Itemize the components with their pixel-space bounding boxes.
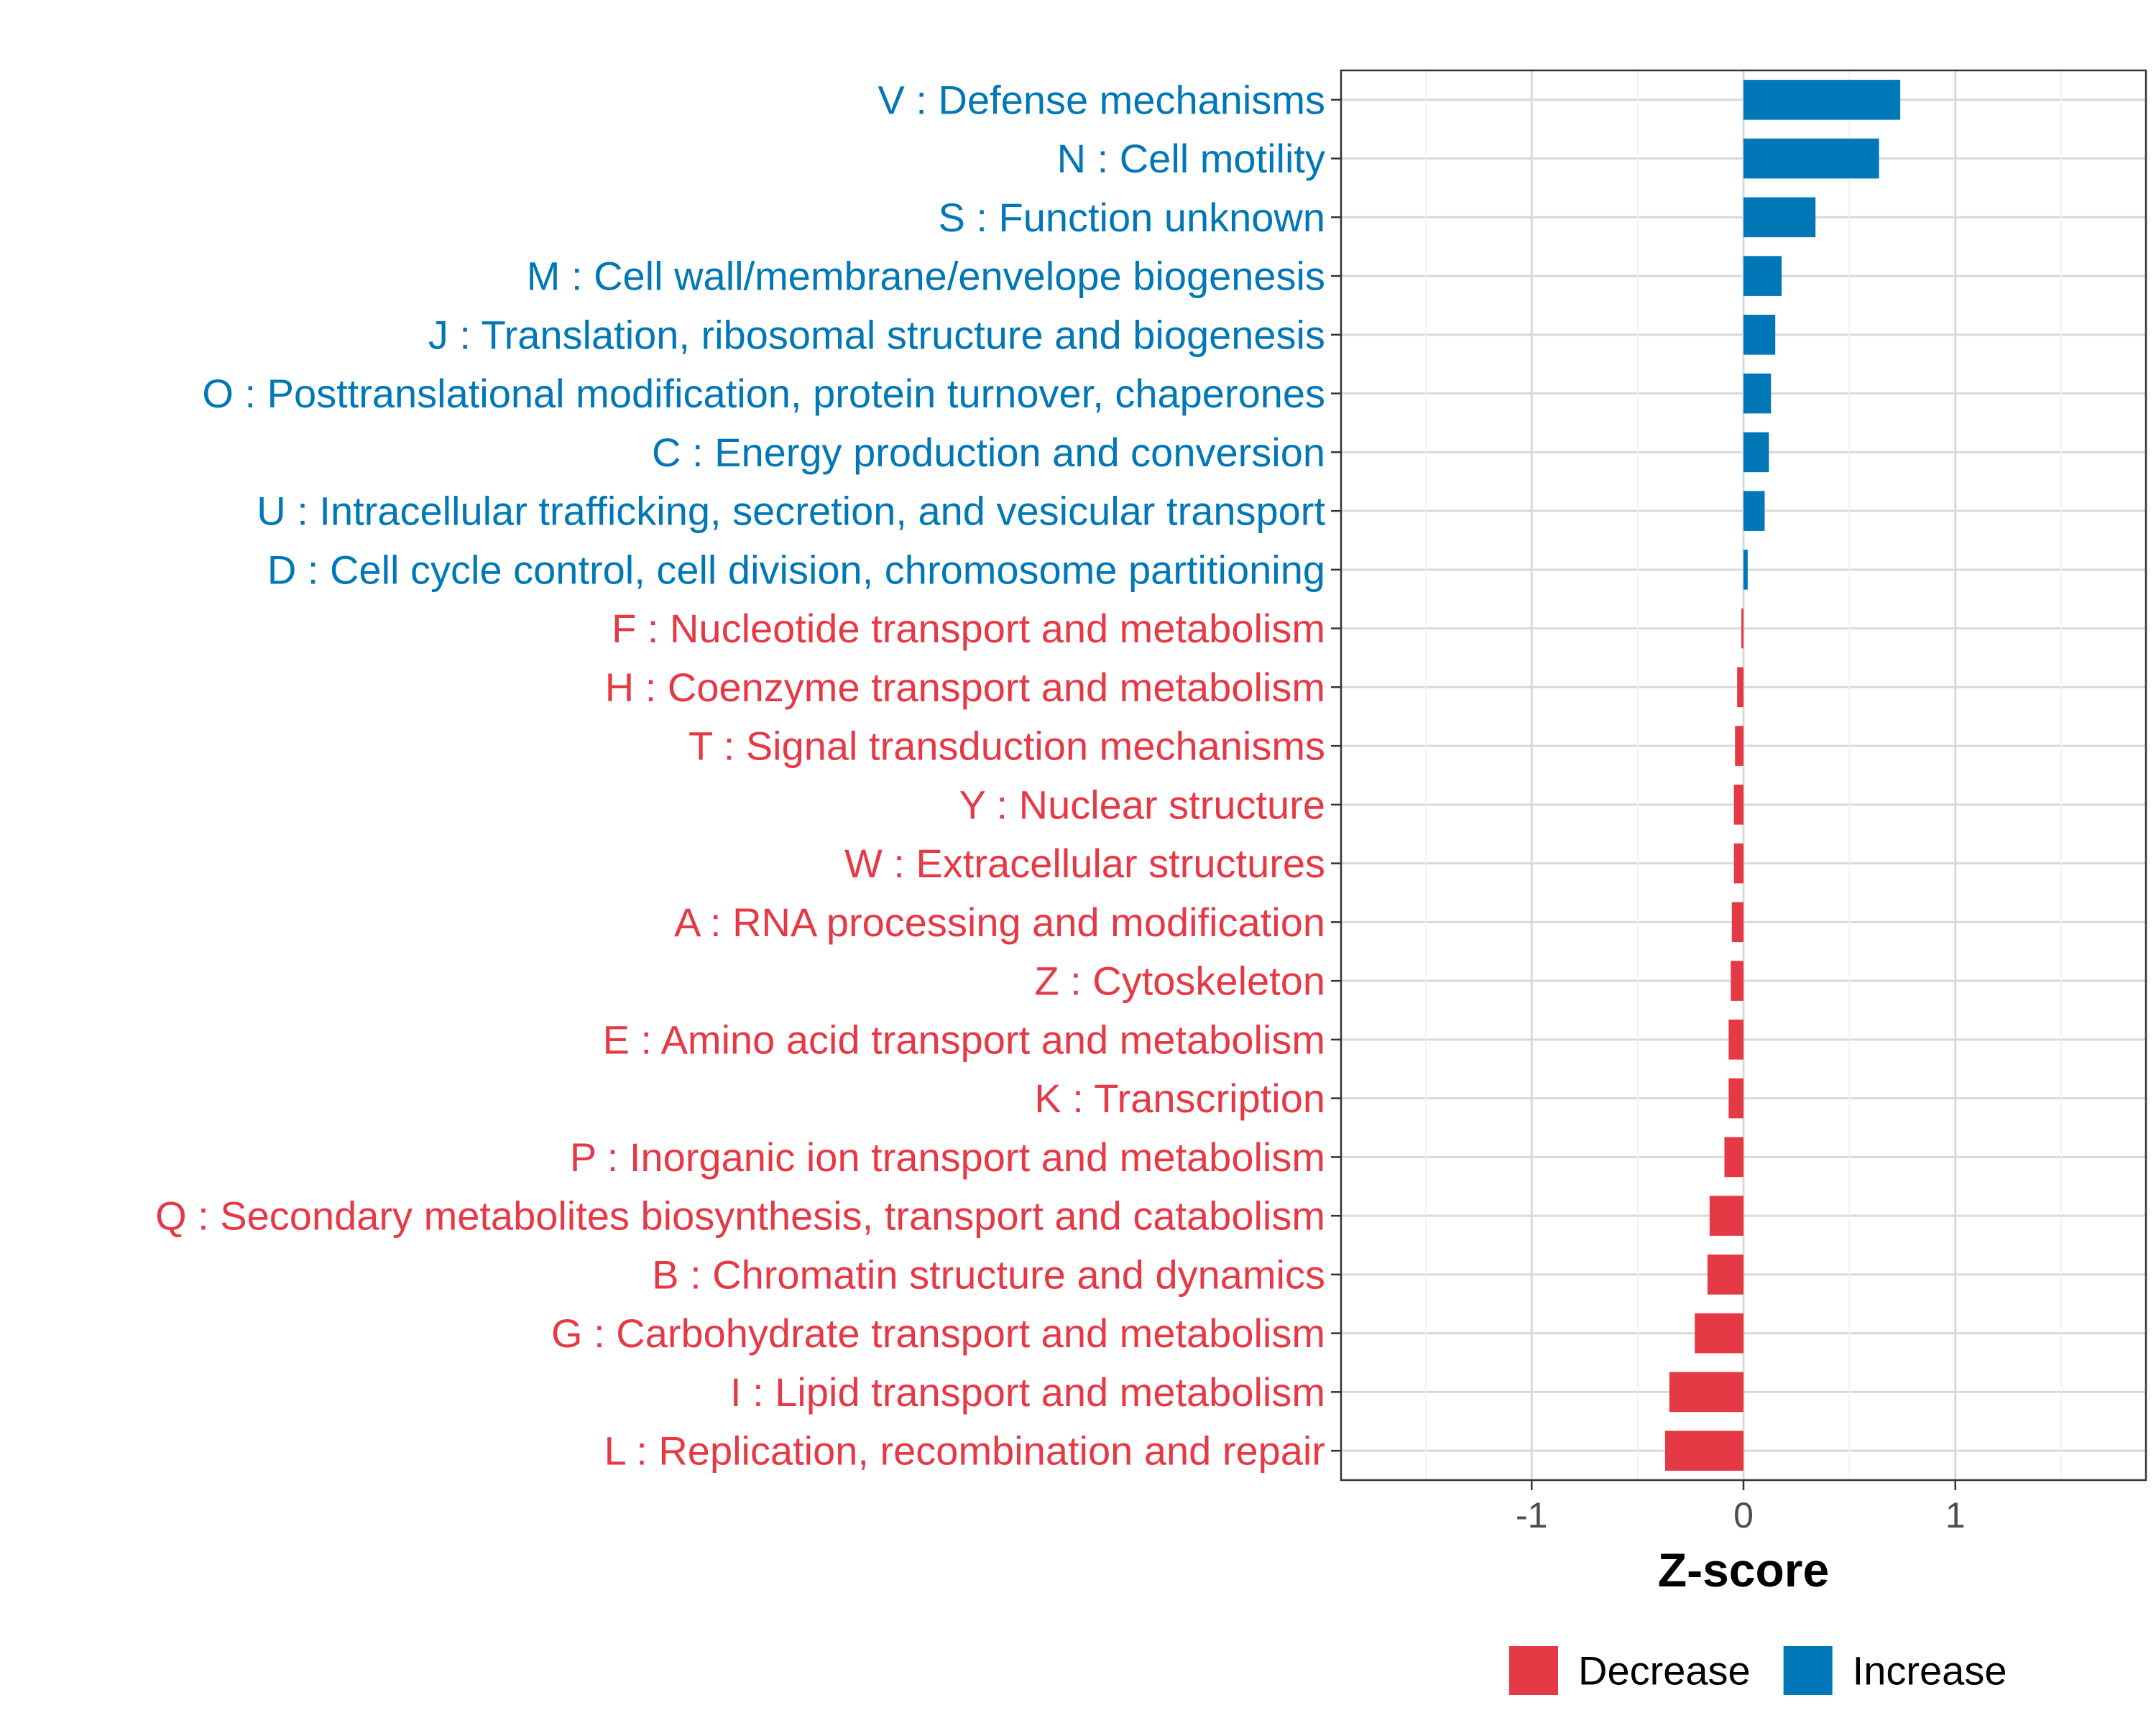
bar-m <box>1743 256 1782 296</box>
bar-c <box>1743 432 1769 473</box>
y-tick-label: O : Posttranslational modification, prot… <box>202 371 1325 416</box>
y-tick-label: J : Translation, ribosomal structure and… <box>428 312 1325 357</box>
bars <box>1664 80 1901 1471</box>
bar-i <box>1669 1372 1743 1413</box>
bar-u <box>1743 491 1765 531</box>
bar-p <box>1724 1137 1743 1178</box>
bar-b <box>1707 1255 1743 1295</box>
bar-y <box>1733 785 1743 825</box>
legend-label-decrease: Decrease <box>1578 1648 1751 1694</box>
y-tick-label: B : Chromatin structure and dynamics <box>652 1252 1325 1297</box>
bar-s <box>1743 197 1816 238</box>
bar-h <box>1737 667 1743 708</box>
legend-key-decrease <box>1509 1646 1558 1695</box>
legend-label-increase: Increase <box>1853 1648 2007 1694</box>
y-tick-label: E : Amino acid transport and metabolism <box>603 1017 1325 1062</box>
bar-z <box>1731 961 1743 1001</box>
bar-k <box>1728 1078 1743 1119</box>
bar-l <box>1664 1431 1743 1471</box>
y-tick-label: K : Transcription <box>1034 1076 1325 1121</box>
y-tick-label: I : Lipid transport and metabolism <box>730 1369 1325 1415</box>
x-axis-title: Z-score <box>1658 1543 1829 1597</box>
y-tick-label: D : Cell cycle control, cell division, c… <box>267 547 1325 592</box>
bar-t <box>1735 726 1743 766</box>
bar-e <box>1728 1020 1743 1060</box>
x-tick-label: 1 <box>1945 1495 1966 1535</box>
y-tick-label: T : Signal transduction mechanisms <box>688 724 1325 769</box>
x-tick-label: -1 <box>1516 1495 1547 1535</box>
bar-g <box>1695 1313 1743 1354</box>
y-tick-label: M : Cell wall/membrane/envelope biogenes… <box>527 254 1325 299</box>
y-tick-label: A : RNA processing and modification <box>674 900 1325 945</box>
bar-f <box>1741 608 1743 649</box>
bar-o <box>1743 373 1772 414</box>
y-tick-label: W : Extracellular structures <box>844 841 1325 886</box>
y-tick-label: V : Defense mechanisms <box>878 77 1325 122</box>
y-tick-label: Q : Secondary metabolites biosynthesis, … <box>155 1193 1325 1239</box>
y-tick-label: H : Coenzyme transport and metabolism <box>605 665 1325 710</box>
legend-key-increase <box>1783 1646 1833 1695</box>
bar-w <box>1733 843 1743 884</box>
y-tick-label: G : Carbohydrate transport and metabolis… <box>551 1311 1325 1356</box>
y-tick-label: L : Replication, recombination and repai… <box>604 1428 1325 1474</box>
bar-n <box>1743 138 1879 179</box>
y-tick-label: Y : Nuclear structure <box>959 782 1325 827</box>
bar-j <box>1743 315 1776 355</box>
bar-q <box>1709 1196 1743 1236</box>
bar-v <box>1743 80 1901 120</box>
y-tick-label: C : Energy production and conversion <box>652 430 1325 475</box>
x-axis: -1 0 1 <box>1516 1480 1966 1535</box>
bar-d <box>1743 550 1748 590</box>
y-tick-label: Z : Cytoskeleton <box>1034 958 1325 1004</box>
y-tick-label: P : Inorganic ion transport and metaboli… <box>570 1135 1325 1180</box>
y-tick-label: S : Function unknown <box>938 195 1325 240</box>
y-tick-label: N : Cell motility <box>1057 136 1325 181</box>
y-tick-label: U : Intracellular trafficking, secretion… <box>257 489 1325 534</box>
legend: Decrease Increase <box>1509 1646 2007 1695</box>
bar-a <box>1731 902 1743 943</box>
y-axis: V : Defense mechanisms N : Cell motility S… <box>155 77 1341 1474</box>
y-tick-label: F : Nucleotide transport and metabolism <box>612 606 1325 651</box>
x-tick-label: 0 <box>1733 1495 1754 1535</box>
